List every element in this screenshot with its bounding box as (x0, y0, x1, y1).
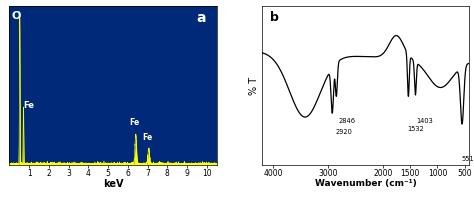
Text: 1403: 1403 (416, 118, 433, 124)
Text: 1532: 1532 (407, 125, 424, 131)
Text: O: O (11, 11, 21, 21)
Text: 2846: 2846 (338, 118, 356, 124)
Text: 2920: 2920 (335, 129, 352, 135)
X-axis label: keV: keV (103, 179, 123, 189)
Text: Fe: Fe (23, 101, 34, 110)
Y-axis label: % T: % T (249, 76, 259, 95)
X-axis label: Wavenumber (cm⁻¹): Wavenumber (cm⁻¹) (315, 179, 417, 188)
Text: Fe: Fe (143, 133, 153, 142)
Text: 551: 551 (462, 156, 474, 162)
Text: Fe: Fe (129, 118, 139, 127)
Text: b: b (271, 11, 279, 24)
Text: a: a (197, 11, 206, 25)
